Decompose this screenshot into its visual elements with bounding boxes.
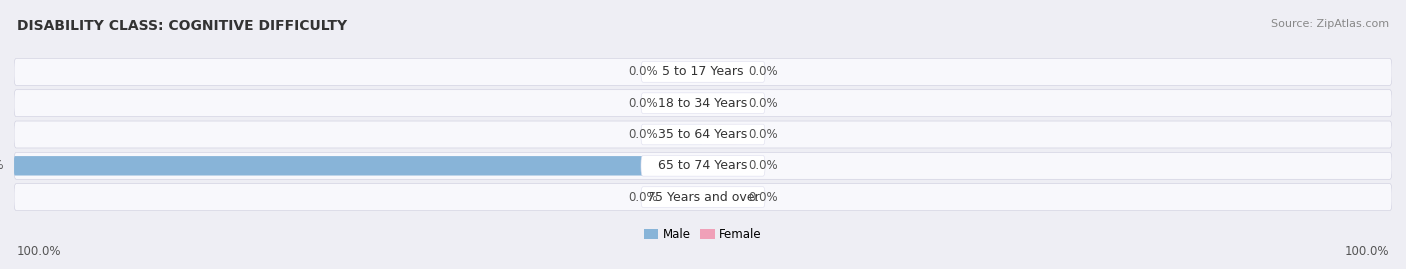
FancyBboxPatch shape	[641, 155, 765, 176]
Text: DISABILITY CLASS: COGNITIVE DIFFICULTY: DISABILITY CLASS: COGNITIVE DIFFICULTY	[17, 19, 347, 33]
FancyBboxPatch shape	[703, 125, 738, 144]
FancyBboxPatch shape	[14, 121, 1392, 148]
FancyBboxPatch shape	[669, 62, 703, 82]
FancyBboxPatch shape	[14, 156, 703, 175]
Text: 100.0%: 100.0%	[1344, 245, 1389, 258]
Text: 100.0%: 100.0%	[17, 245, 62, 258]
Text: 18 to 34 Years: 18 to 34 Years	[658, 97, 748, 110]
Text: 0.0%: 0.0%	[748, 159, 778, 172]
FancyBboxPatch shape	[703, 62, 738, 82]
FancyBboxPatch shape	[641, 62, 765, 82]
FancyBboxPatch shape	[14, 152, 1392, 179]
Text: Source: ZipAtlas.com: Source: ZipAtlas.com	[1271, 19, 1389, 29]
Text: 0.0%: 0.0%	[628, 128, 658, 141]
Text: 0.0%: 0.0%	[628, 97, 658, 110]
FancyBboxPatch shape	[641, 93, 765, 114]
Text: 65 to 74 Years: 65 to 74 Years	[658, 159, 748, 172]
FancyBboxPatch shape	[703, 94, 738, 113]
Text: 100.0%: 100.0%	[0, 159, 4, 172]
FancyBboxPatch shape	[641, 124, 765, 145]
FancyBboxPatch shape	[641, 187, 765, 207]
Text: 75 Years and over: 75 Years and over	[647, 191, 759, 204]
FancyBboxPatch shape	[14, 58, 1392, 85]
Text: 0.0%: 0.0%	[748, 191, 778, 204]
Legend: Male, Female: Male, Female	[640, 223, 766, 246]
Text: 0.0%: 0.0%	[748, 128, 778, 141]
Text: 0.0%: 0.0%	[748, 65, 778, 78]
Text: 0.0%: 0.0%	[748, 97, 778, 110]
FancyBboxPatch shape	[14, 184, 1392, 211]
FancyBboxPatch shape	[14, 90, 1392, 117]
Text: 35 to 64 Years: 35 to 64 Years	[658, 128, 748, 141]
FancyBboxPatch shape	[703, 187, 738, 207]
FancyBboxPatch shape	[669, 94, 703, 113]
Text: 0.0%: 0.0%	[628, 65, 658, 78]
Text: 0.0%: 0.0%	[628, 191, 658, 204]
FancyBboxPatch shape	[669, 187, 703, 207]
FancyBboxPatch shape	[703, 156, 738, 175]
Text: 5 to 17 Years: 5 to 17 Years	[662, 65, 744, 78]
FancyBboxPatch shape	[669, 125, 703, 144]
